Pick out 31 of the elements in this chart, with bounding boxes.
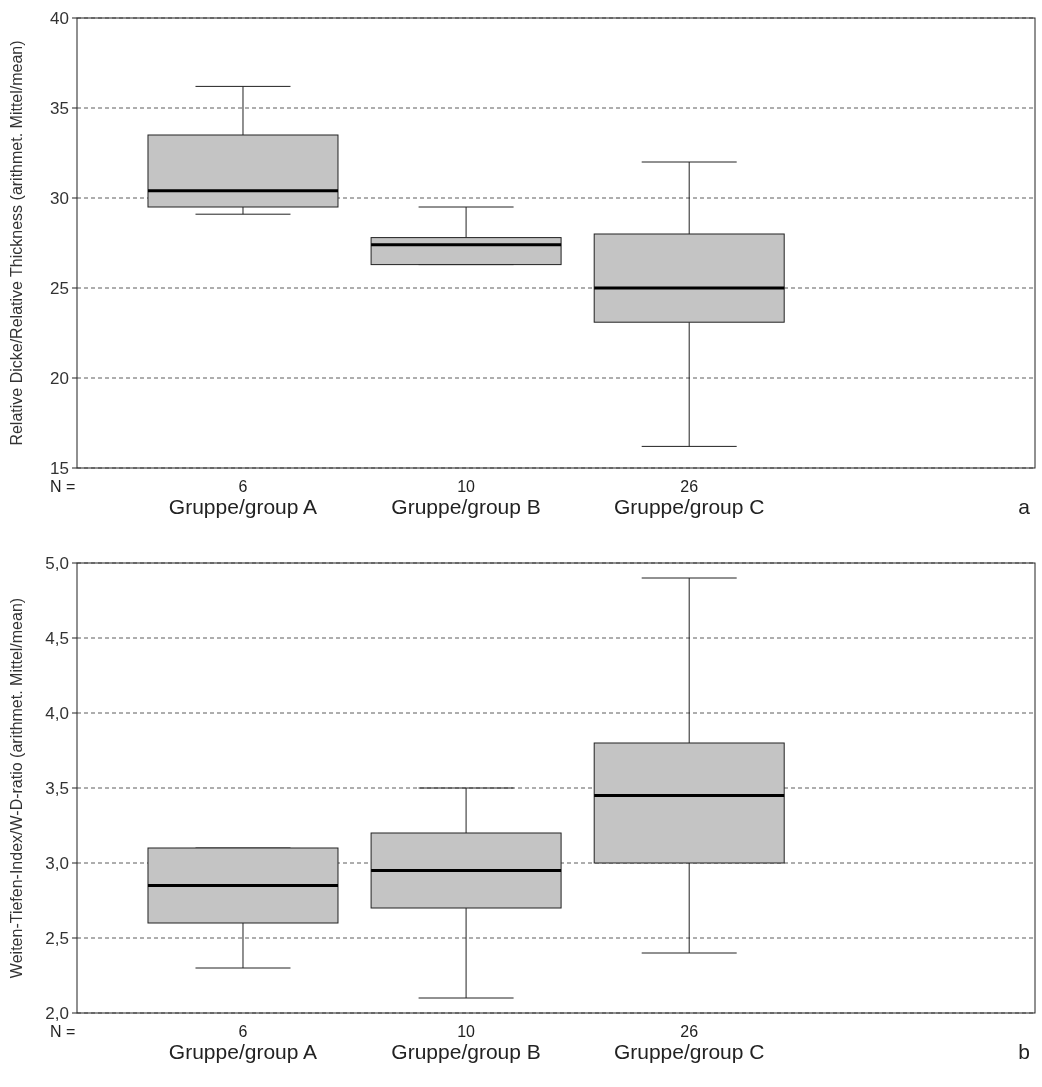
y-tick-label: 2,0 bbox=[45, 1003, 69, 1023]
x-tick-label: Gruppe/group C bbox=[613, 495, 765, 518]
y-tick-label: 2,5 bbox=[45, 928, 69, 948]
text: 6 bbox=[238, 1023, 248, 1040]
y-tick-label: 35 bbox=[50, 98, 69, 118]
x-tick-label: Gruppe/group A bbox=[168, 1040, 318, 1063]
x-tick-label: Gruppe/group A bbox=[168, 495, 318, 518]
y-tick-label: 4,0 bbox=[45, 703, 69, 723]
text: 10 bbox=[457, 1023, 476, 1040]
y-tick-label: 5,0 bbox=[45, 553, 69, 573]
x-tick-label: Gruppe/group C bbox=[613, 1040, 765, 1063]
text: 26 bbox=[680, 478, 699, 495]
text: 6 bbox=[238, 478, 248, 495]
y-axis-title: Weiten-Tiefen-Index/W-D-ratio (arithmet. Mittel/mean) bbox=[8, 597, 25, 979]
y-axis-title: Relative Dicke/Relative Thickness (arithmet. Mittel/mean) bbox=[8, 40, 25, 446]
y-tick-label: 3,0 bbox=[45, 853, 69, 873]
x-tick-label: Gruppe/group B bbox=[391, 1040, 541, 1063]
y-tick-label: 30 bbox=[50, 188, 69, 208]
text: N = bbox=[50, 1023, 76, 1040]
y-tick-label: 25 bbox=[50, 278, 69, 298]
text: N = bbox=[50, 478, 76, 495]
y-tick-label: 3,5 bbox=[45, 778, 69, 798]
text: 10 bbox=[457, 478, 476, 495]
text: a bbox=[1018, 495, 1031, 518]
text: 26 bbox=[680, 1023, 699, 1040]
y-tick-label: 4,5 bbox=[45, 628, 69, 648]
y-tick-label: 20 bbox=[50, 368, 69, 388]
y-tick-label: 40 bbox=[50, 8, 69, 28]
text: b bbox=[1018, 1040, 1030, 1063]
x-tick-label: Gruppe/group B bbox=[391, 495, 541, 518]
y-tick-label: 15 bbox=[50, 458, 69, 478]
